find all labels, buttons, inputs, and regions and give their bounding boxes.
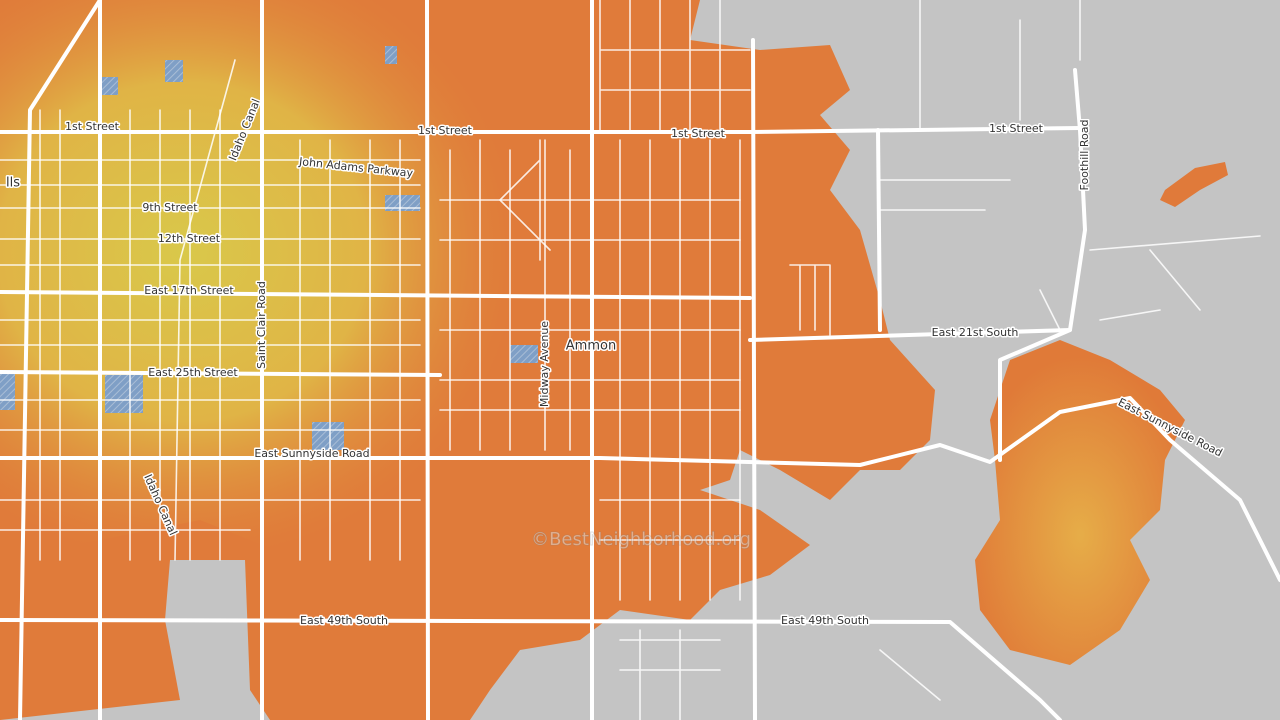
street-label: East 21st South <box>932 326 1019 339</box>
street-label: East 25th Street <box>148 366 238 379</box>
street-label: Saint Clair Road <box>255 281 268 369</box>
heat-region <box>1160 162 1228 207</box>
street-label: East Sunnyside Road <box>254 447 369 460</box>
street-label: East 49th South <box>300 614 388 627</box>
street-label: 1st Street <box>418 124 473 137</box>
street-label: 1st Street <box>989 122 1044 135</box>
street-label: 9th Street <box>142 201 198 214</box>
street-label: East 17th Street <box>144 284 234 297</box>
street-label: Foothill Road <box>1078 120 1091 191</box>
street-label: 1st Street <box>671 127 726 140</box>
place-label: Ammon <box>566 339 616 354</box>
street-label: 1st Street <box>65 120 120 133</box>
street-label: 12th Street <box>158 232 221 245</box>
heat-region <box>0 0 610 560</box>
water-bodies <box>0 46 538 450</box>
place-label: lls <box>6 176 20 191</box>
heat-region <box>975 340 1185 665</box>
watermark: ©BestNeighborhood.org <box>531 529 751 550</box>
street-label: East 49th South <box>781 614 869 627</box>
street-label: Midway Avenue <box>538 321 551 407</box>
